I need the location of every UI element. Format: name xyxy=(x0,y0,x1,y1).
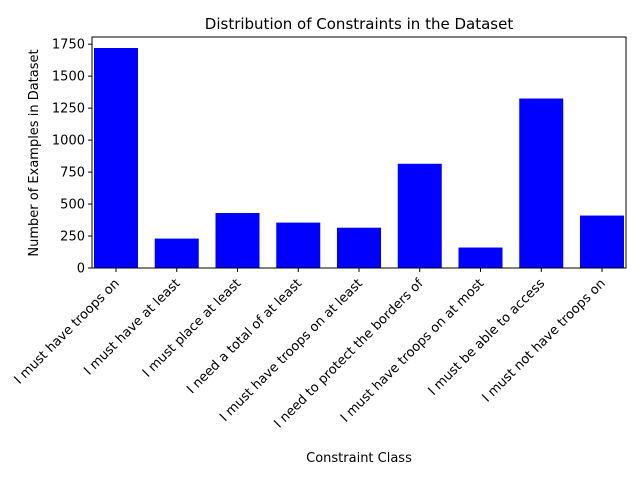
y-tick-label: 250 xyxy=(60,230,85,245)
bar xyxy=(458,247,503,268)
y-tick-label: 750 xyxy=(60,166,85,181)
y-tick-label: 0 xyxy=(77,262,85,277)
x-tick-label: I need a total of at least xyxy=(184,276,305,397)
x-tick-label: I must not have troops on xyxy=(480,276,609,405)
bar xyxy=(276,222,321,268)
bar xyxy=(397,163,442,268)
bar xyxy=(580,215,624,268)
bar xyxy=(519,98,564,268)
bar xyxy=(337,227,381,268)
y-tick-label: 500 xyxy=(60,198,85,213)
y-tick-label: 1500 xyxy=(52,70,85,85)
y-tick-label: 1750 xyxy=(52,38,85,53)
x-axis-title: Constraint Class xyxy=(306,451,412,466)
x-tick-label: I must be able to access xyxy=(426,276,549,399)
bar xyxy=(154,238,199,268)
y-axis-title: Number of Examples in Dataset xyxy=(27,49,42,256)
x-axis: I must have troops onI must have at leas… xyxy=(12,268,609,431)
x-tick-label: I must have troops on xyxy=(12,276,123,387)
bar xyxy=(215,213,260,268)
plot-frame xyxy=(91,36,627,269)
y-tick-label: 1250 xyxy=(52,102,85,117)
chart-title: Distribution of Constraints in the Datas… xyxy=(205,15,514,33)
y-tick-label: 1000 xyxy=(52,134,85,149)
bars-group xyxy=(94,48,624,268)
y-axis: 0 250 500 750 1000 1250 1500 1750 xyxy=(52,38,92,277)
bar xyxy=(94,48,138,268)
x-tick-label: I must place at least xyxy=(140,276,244,380)
